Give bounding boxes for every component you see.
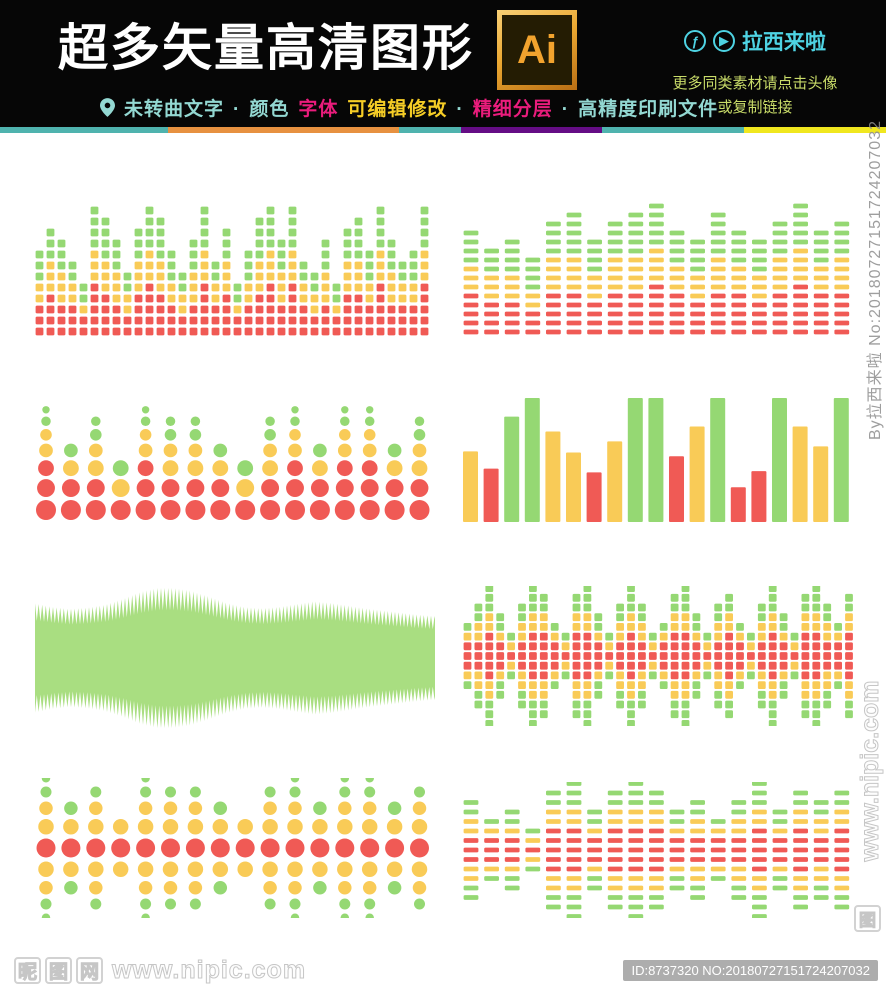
stripe-segment — [398, 127, 461, 133]
stripe-segment — [602, 127, 745, 133]
ai-logo: Ai — [502, 15, 572, 85]
author-block: ƒ ▶ 拉西来啦 更多同类素材请点击头像 或复制链接 — [645, 26, 865, 120]
adobe-illustrator-badge: Ai — [497, 10, 577, 90]
equalizer-small-squares — [35, 198, 433, 336]
waveform-wide-segments — [463, 782, 855, 918]
nipic-logo: 昵图网 — [14, 957, 103, 984]
feature-item: · — [233, 99, 241, 120]
map-pin-icon — [100, 98, 115, 117]
play-icon: ▶ — [713, 30, 735, 52]
feature-item: · — [456, 99, 464, 120]
feature-segments: 未转曲文字 · 颜色 字体 可编辑修改 · 精细分层 · 高精度印刷文件 — [124, 94, 727, 121]
nipic-logo-char: 昵 — [14, 957, 41, 984]
feature-item: 颜色 — [249, 99, 290, 120]
header-banner: 超多矢量高清图形 Ai ƒ ▶ 拉西来啦 更多同类素材请点击头像 或复制链接 未… — [0, 0, 886, 133]
stripe-segment — [0, 127, 169, 133]
side-watermark-logo: 图 — [854, 905, 881, 932]
feature-item: 字体 — [298, 99, 339, 120]
equalizer-dots-ascending — [35, 388, 433, 520]
side-watermark-author: By拉西来啦 No:20180727151724207032 — [867, 120, 884, 440]
ticket-icon: ƒ — [684, 30, 706, 52]
equalizer-wide-segments — [463, 200, 855, 335]
stripe-segment — [460, 127, 603, 133]
page-title: 超多矢量高清图形 — [58, 20, 474, 76]
author-line: ƒ ▶ 拉西来啦 — [645, 26, 865, 56]
promo-line-1: 更多同类素材请点击头像 — [672, 75, 838, 92]
feature-item: 未转曲文字 — [124, 99, 225, 120]
author-name: 拉西来啦 — [742, 31, 826, 54]
stripe-segment — [744, 127, 886, 133]
waveform-small-squares — [463, 586, 855, 726]
stripe-segment — [168, 127, 399, 133]
nipic-logo-char: 图 — [45, 957, 72, 984]
side-watermark-url: www.nipic.com — [856, 680, 885, 862]
footer-watermark: 昵图网 www.nipic.com — [14, 956, 306, 985]
ai-logo-label: Ai — [517, 27, 557, 72]
color-stripe — [0, 127, 886, 133]
feature-line: 未转曲文字 · 颜色 字体 可编辑修改 · 精细分层 · 高精度印刷文件 — [100, 94, 727, 121]
image-id-badge: ID:8737320 NO:20180727151724207032 — [623, 960, 878, 981]
feature-item: · — [561, 99, 570, 120]
equalizer-solid-bars — [463, 398, 855, 522]
feature-item: 精细分层 — [472, 99, 553, 120]
waveform-green — [35, 588, 435, 728]
nipic-logo-char: 网 — [76, 957, 103, 984]
promo-line-2: 或复制链接 — [717, 99, 793, 116]
promo-text: 更多同类素材请点击头像 或复制链接 — [645, 72, 865, 120]
feature-item: 可编辑修改 — [347, 99, 448, 120]
footer-watermark-url: www.nipic.com — [111, 956, 307, 985]
feature-item: 高精度印刷文件 — [578, 99, 719, 120]
waveform-dots — [35, 778, 433, 918]
